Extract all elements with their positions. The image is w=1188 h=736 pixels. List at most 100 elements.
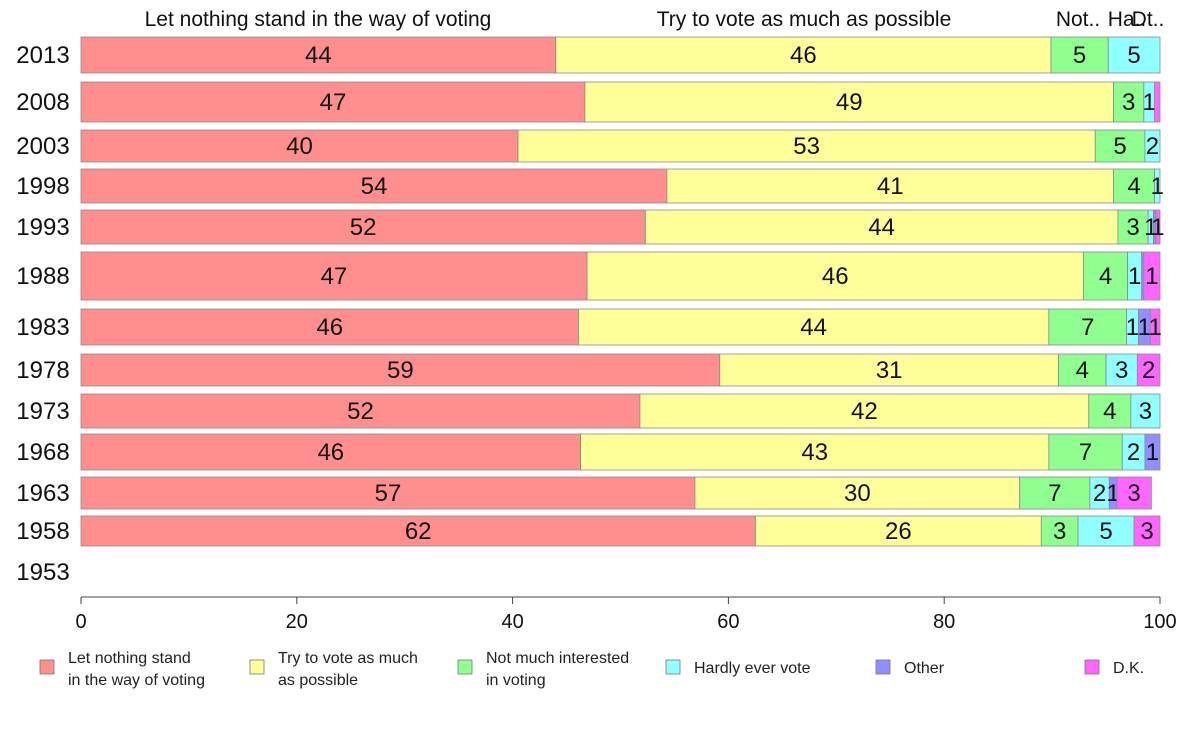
- bar-segment: [1155, 209, 1161, 245]
- bar-segment: [1019, 476, 1091, 510]
- year-label: 1998: [16, 173, 69, 200]
- year-label: 1983: [16, 314, 69, 341]
- data-label: 3: [1140, 518, 1153, 545]
- x-tick-label: 40: [501, 611, 523, 633]
- data-label: 57: [375, 480, 402, 507]
- legend-swatch: [1084, 659, 1100, 675]
- year-label: 2013: [16, 42, 69, 69]
- bar-segment: [1048, 433, 1123, 471]
- year-axis-labels: 2013 2008 2003 1998 1993 1988 1983 1978 1973 1968…: [16, 42, 69, 586]
- bar-segment: [1082, 251, 1129, 301]
- legend-swatch: [457, 659, 473, 675]
- data-label: 7: [1079, 439, 1092, 466]
- legend-label: in the way of voting: [68, 672, 205, 689]
- year-label: 1978: [16, 357, 69, 384]
- bar-segment: [80, 168, 668, 204]
- data-label: 47: [320, 89, 347, 116]
- legend-label: as possible: [278, 672, 358, 689]
- data-label: 5: [1113, 133, 1126, 160]
- year-label: 1958: [16, 518, 69, 545]
- bar-segment: [1149, 308, 1161, 346]
- year-label: 2008: [16, 89, 69, 116]
- data-label: 49: [836, 89, 863, 116]
- bar-segment: [80, 129, 519, 163]
- bar-segment: [80, 308, 579, 346]
- legend-swatch: [665, 659, 681, 675]
- data-label: 2: [1127, 439, 1140, 466]
- data-label: 31: [876, 357, 903, 384]
- data-label: 2: [1142, 357, 1155, 384]
- legend-swatch: [39, 659, 55, 675]
- data-label: 4: [1127, 173, 1140, 200]
- data-label: 46: [316, 314, 343, 341]
- legend-swatch: [875, 659, 891, 675]
- data-label: 7: [1081, 314, 1094, 341]
- year-label: 1973: [16, 398, 69, 425]
- year-label: 1993: [16, 214, 69, 241]
- bar-segment: [1130, 393, 1161, 429]
- data-label: 26: [885, 518, 912, 545]
- data-label: 3: [1115, 357, 1128, 384]
- bar-segment: [555, 36, 1052, 74]
- data-label: 47: [321, 263, 348, 290]
- bar-segment: [1048, 308, 1127, 346]
- data-label: 2: [1093, 480, 1106, 507]
- data-label: 46: [822, 263, 849, 290]
- data-label: 5: [1127, 42, 1140, 69]
- bar-segment: [1154, 81, 1161, 123]
- year-label: 2003: [16, 133, 69, 160]
- data-label: 1: [1126, 314, 1139, 341]
- bar-segment: [1144, 129, 1161, 163]
- x-tick-label: 100: [1143, 611, 1176, 633]
- bar-segment: [1040, 515, 1079, 547]
- data-label: 44: [800, 314, 827, 341]
- bar-segment: [80, 515, 756, 547]
- x-tick-label: 0: [75, 611, 86, 633]
- data-label: 46: [790, 42, 817, 69]
- bar-segment: [1116, 476, 1152, 510]
- legend-label: Let nothing stand: [68, 650, 191, 667]
- legend-label: Other: [904, 660, 945, 677]
- bar-segment: [1154, 168, 1161, 204]
- data-label: 1: [1143, 89, 1156, 116]
- legend-label: Not much interested: [486, 650, 629, 667]
- data-label: 44: [868, 214, 895, 241]
- data-label: 5: [1073, 42, 1086, 69]
- year-label: 1988: [16, 263, 69, 290]
- legend-label: D.K.: [1113, 660, 1144, 677]
- legend: Let nothing stand in the way of voting Try…: [39, 650, 1144, 689]
- bar-segment: [584, 81, 1115, 123]
- data-label: 52: [347, 398, 374, 425]
- legend-label: Try to vote as much: [278, 650, 418, 667]
- top-column-labels: Let nothing stand in the way of voting Tr…: [145, 8, 1165, 31]
- year-label: 1953: [16, 559, 69, 586]
- x-axis: 0 20 40 60 80 100: [75, 596, 1177, 633]
- data-label: 4: [1076, 357, 1089, 384]
- legend-label: in voting: [486, 672, 546, 689]
- bar-segment: [1113, 81, 1145, 123]
- data-label: 1: [1145, 263, 1158, 290]
- data-label: 30: [844, 480, 871, 507]
- data-label: 59: [387, 357, 414, 384]
- x-tick-label: 20: [286, 611, 308, 633]
- bar-segment: [80, 209, 646, 245]
- bar-segment: [80, 393, 641, 429]
- top-label: Try to vote as much as possible: [657, 8, 952, 31]
- data-label: 40: [286, 133, 313, 160]
- data-label: 4: [1099, 263, 1112, 290]
- data-label: 1: [1146, 439, 1159, 466]
- data-label: 41: [877, 173, 904, 200]
- bar-segment: [639, 393, 1090, 429]
- data-label: 1: [1148, 314, 1161, 341]
- bar-segment: [578, 308, 1050, 346]
- bar-segment: [80, 476, 696, 510]
- data-label: 1: [1151, 214, 1164, 241]
- bar-segment: [1107, 36, 1161, 74]
- x-tick-label: 80: [933, 611, 955, 633]
- bar-segment: [586, 251, 1084, 301]
- bar-segment: [80, 81, 586, 123]
- bar-segment: [666, 168, 1115, 204]
- bar-segment: [644, 209, 1119, 245]
- data-label: 3: [1126, 214, 1139, 241]
- bar-segment: [1077, 515, 1135, 547]
